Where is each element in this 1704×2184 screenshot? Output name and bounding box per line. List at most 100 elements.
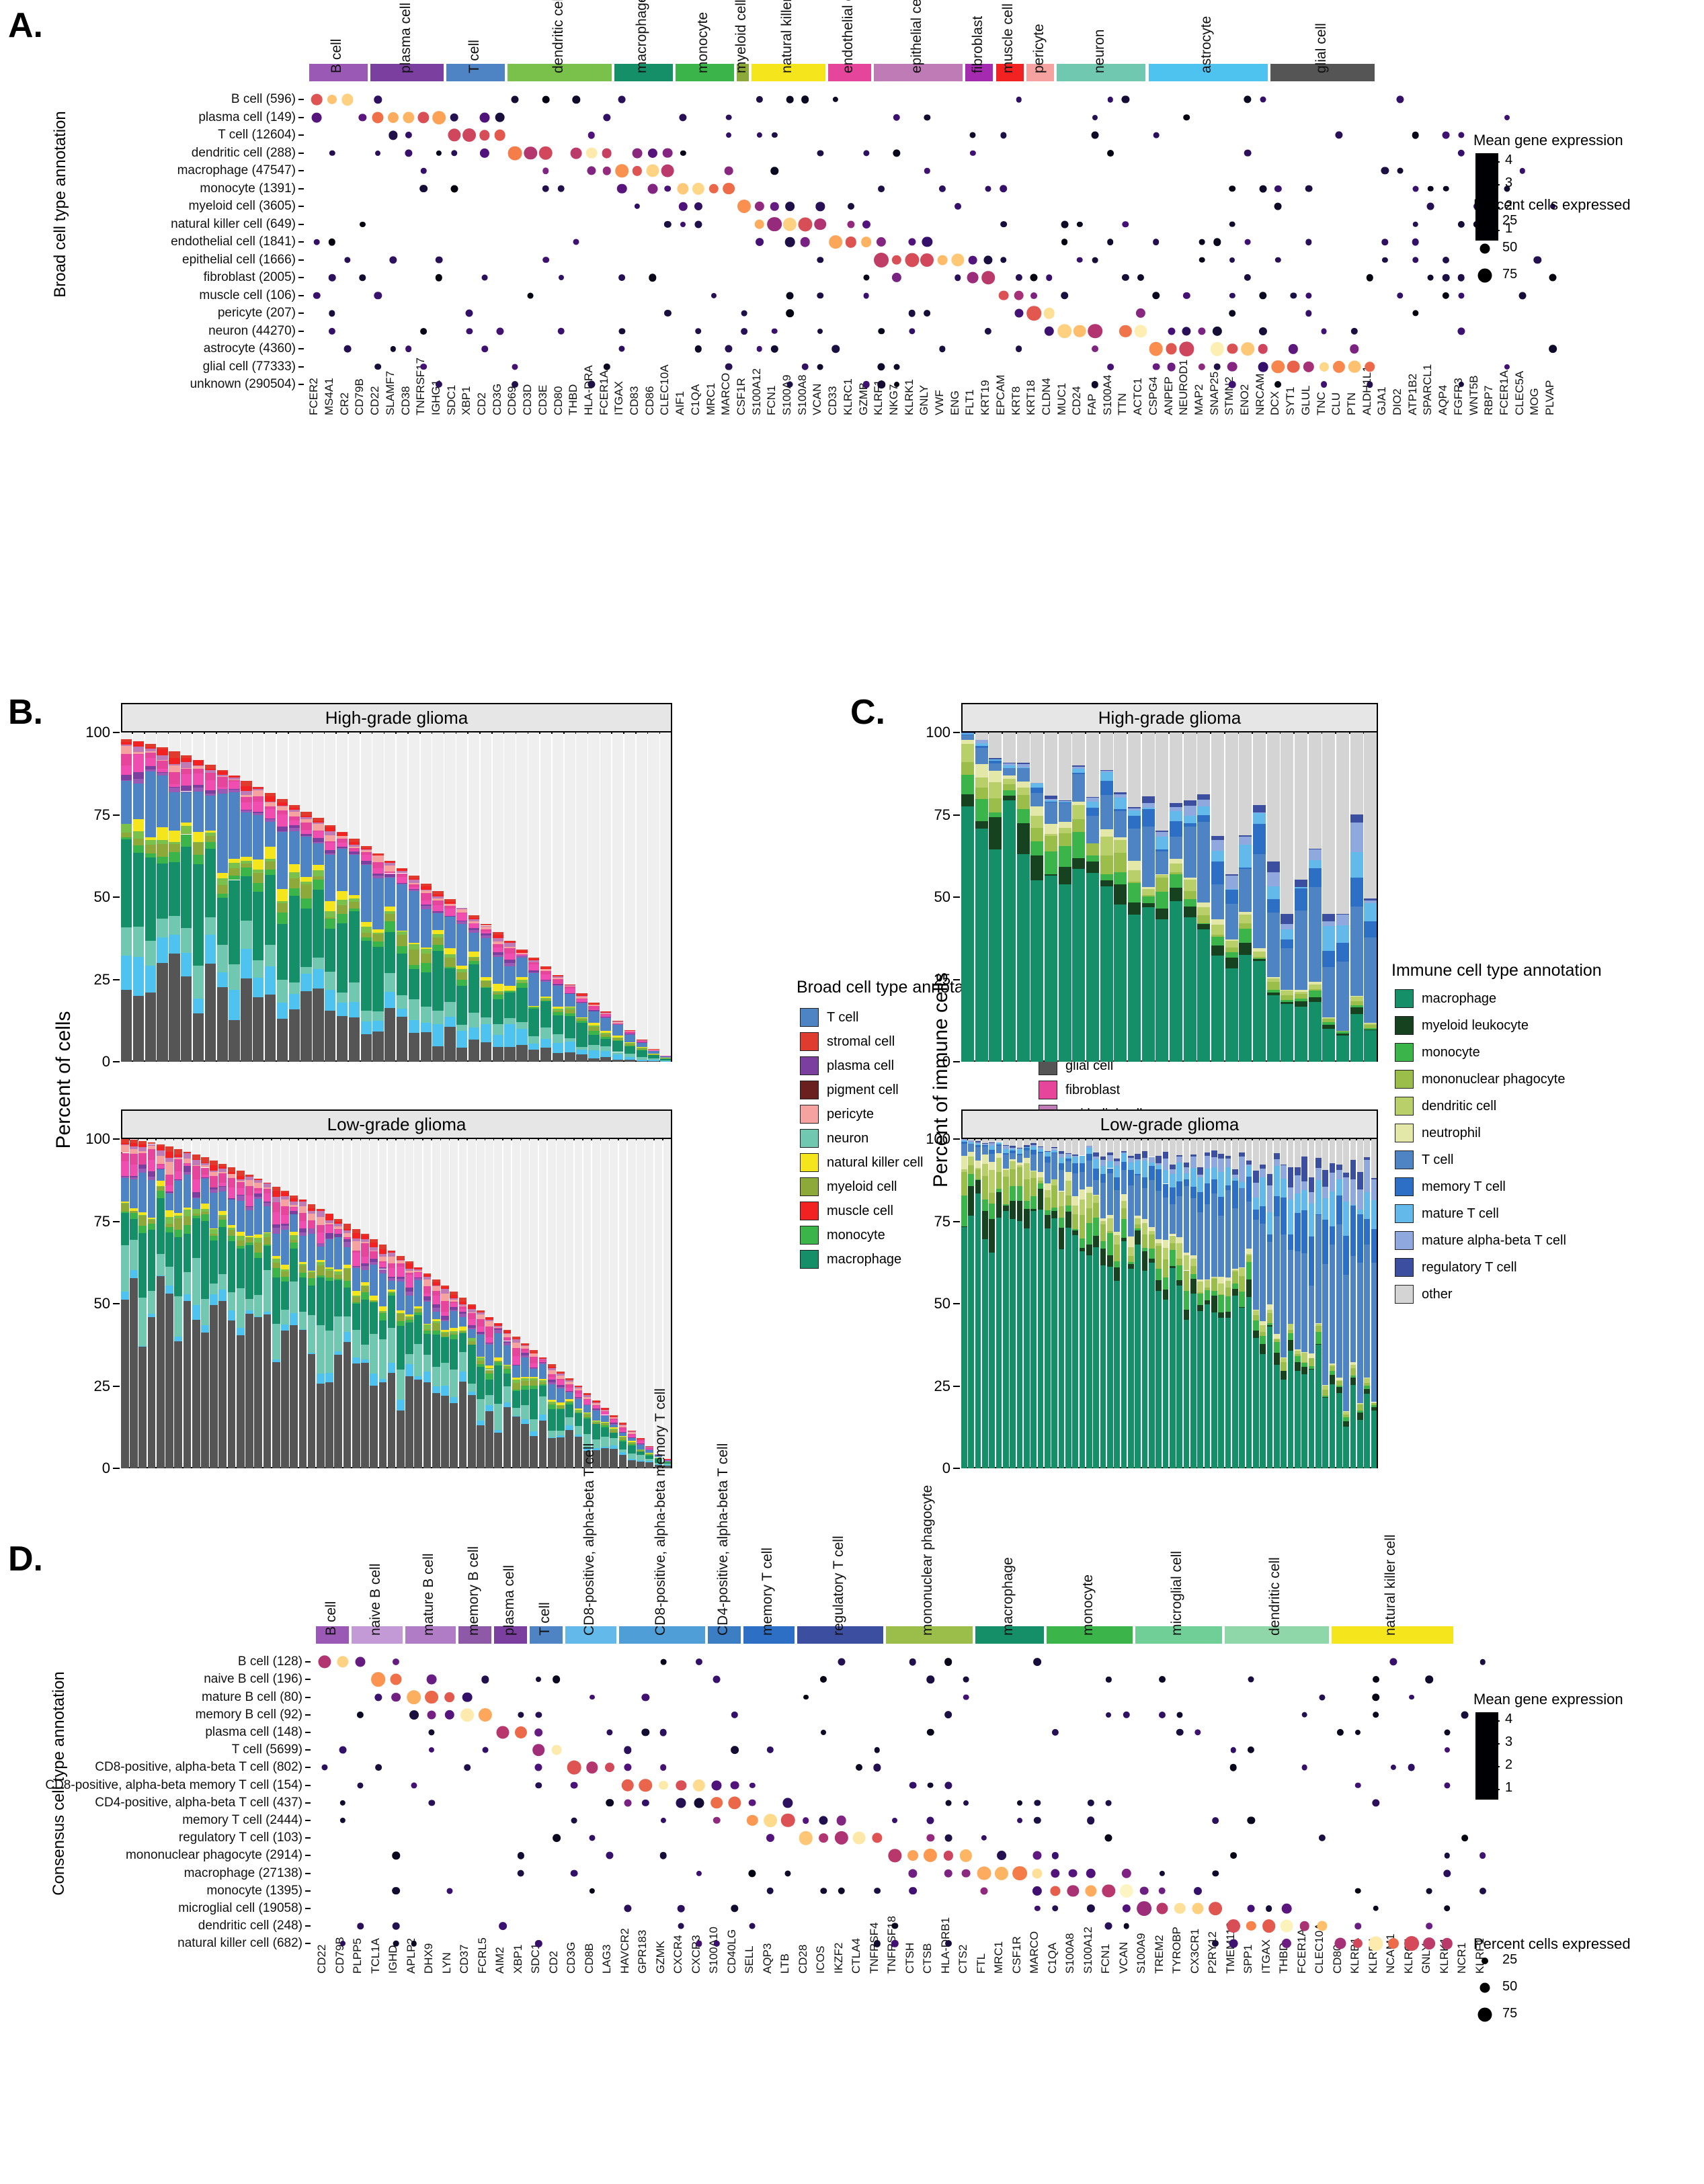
bar-segment	[636, 1059, 647, 1061]
y-axis-tick-label: 0	[942, 1053, 950, 1070]
bar-segment	[1357, 1404, 1363, 1411]
bar-segment	[458, 1313, 467, 1318]
bar-segment	[384, 865, 396, 872]
dot-marker	[1158, 1887, 1166, 1895]
bar-segment	[1072, 1139, 1079, 1155]
bar-segment	[181, 762, 192, 768]
bar-segment	[1308, 1370, 1315, 1468]
bar-segment	[456, 965, 468, 969]
bar-segment	[397, 1310, 405, 1313]
bar-segment	[492, 994, 503, 1000]
bar-segment	[156, 1254, 165, 1276]
gene-label: S100A9	[1135, 1933, 1148, 1974]
gene-label: IKZF2	[831, 1943, 845, 1974]
bar-segment	[968, 1165, 975, 1174]
gene-label: PLVAP	[1543, 380, 1557, 415]
stacked-bar	[1253, 1139, 1259, 1468]
bar-segment	[492, 937, 503, 942]
dot-marker	[1299, 1921, 1310, 1931]
stacked-bar	[169, 732, 180, 1062]
bar-segment	[1308, 886, 1322, 982]
bar-segment	[1225, 876, 1238, 889]
bar-segment	[1086, 1153, 1092, 1161]
bar-segment	[169, 862, 180, 917]
stacked-bar	[132, 732, 145, 1062]
bar-segment	[975, 748, 988, 764]
bar-segment	[165, 1232, 173, 1267]
bar-segment	[468, 732, 480, 916]
bar-segment	[1183, 899, 1196, 907]
gene-label: VWF	[933, 389, 946, 415]
bar-segment	[360, 932, 372, 937]
bar-segment	[313, 843, 324, 865]
bar-segment	[618, 1425, 627, 1427]
bar-segment	[450, 1339, 458, 1370]
bar-segment	[165, 1191, 173, 1193]
bar-segment	[521, 1351, 529, 1353]
dot-marker	[479, 112, 490, 123]
bar-segment	[1329, 1375, 1336, 1385]
bar-segment	[1364, 1245, 1371, 1378]
bar-segment	[432, 1139, 440, 1279]
bar-segment	[1239, 911, 1252, 915]
bar-segment	[1197, 1292, 1204, 1294]
bar-segment	[588, 1003, 600, 1005]
bar-segment	[1114, 1139, 1121, 1159]
dot-marker	[939, 345, 946, 352]
bar-segment	[441, 1315, 449, 1320]
bar-segment	[254, 1193, 263, 1197]
dot-marker	[393, 1940, 399, 1947]
bar-segment	[343, 1341, 352, 1468]
stacked-bar	[307, 1139, 316, 1468]
bar-segment	[1065, 1161, 1071, 1172]
bar-segment	[485, 1321, 493, 1327]
bar-segment	[1329, 1371, 1336, 1376]
bar-segment	[343, 1269, 352, 1282]
bar-segment	[157, 749, 168, 755]
bar-segment	[494, 1333, 503, 1357]
dot-marker	[405, 345, 412, 353]
bar-segment	[503, 1365, 512, 1366]
gene-label: SDC1	[444, 384, 458, 415]
bar-segment	[218, 1167, 227, 1169]
y-axis-tick	[113, 1061, 120, 1062]
stacked-bar	[1266, 732, 1280, 1062]
bar-segment	[1121, 1241, 1127, 1468]
dot-marker	[786, 292, 794, 300]
bar-segment	[547, 1376, 556, 1380]
bar-segment	[564, 984, 575, 985]
bar-segment	[612, 732, 624, 1021]
bar-segment	[1183, 1270, 1190, 1291]
dot-marker	[1244, 274, 1252, 282]
bar-segment	[458, 1139, 467, 1298]
bar-segment	[1100, 1265, 1106, 1468]
bar-segment	[1170, 1266, 1176, 1268]
bar-segment	[229, 880, 240, 965]
dot-marker	[860, 237, 872, 248]
bar-segment	[1218, 1196, 1225, 1216]
bar-segment	[156, 1144, 165, 1146]
bar-segment	[325, 1139, 333, 1214]
y-axis-tick	[305, 1872, 311, 1874]
group-label: monocyte	[1080, 1574, 1096, 1636]
bar-segment	[618, 1423, 627, 1425]
bar-segment	[624, 1044, 635, 1046]
bar-segment	[348, 853, 360, 855]
bar-segment	[1295, 910, 1308, 991]
bar-segment	[547, 1401, 556, 1404]
dot-marker	[1105, 1800, 1112, 1806]
dot-marker	[1153, 239, 1160, 246]
bar-segment	[334, 1280, 343, 1317]
dot-marker	[893, 382, 899, 388]
bar-segment	[1225, 1296, 1231, 1312]
legend-item-label: mononuclear phagocyte	[1422, 1072, 1566, 1087]
dot-marker	[420, 327, 428, 335]
dot-marker	[1085, 1885, 1097, 1897]
bar-segment	[313, 864, 324, 871]
bar-segment	[216, 986, 228, 1062]
bar-segment	[405, 1316, 413, 1318]
bar-segment	[343, 1287, 352, 1316]
bar-segment	[975, 743, 988, 747]
bar-segment	[1239, 1307, 1246, 1468]
size-legend-label: 50	[1502, 240, 1518, 255]
